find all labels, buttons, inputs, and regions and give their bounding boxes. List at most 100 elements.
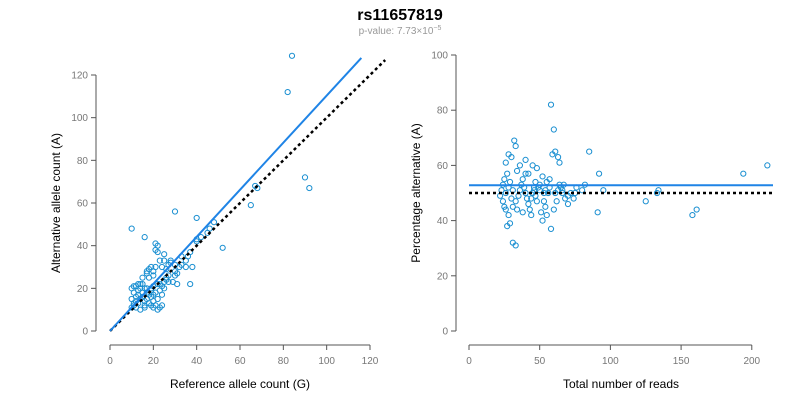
data-point: [508, 195, 515, 202]
data-point: [519, 209, 526, 216]
data-point: [526, 206, 533, 213]
data-point: [193, 214, 200, 222]
chart-title: rs11657819: [357, 7, 443, 24]
data-point: [553, 198, 560, 205]
data-point: [512, 198, 519, 205]
data-point: [182, 263, 189, 271]
y-tick-label: 40: [437, 216, 449, 227]
data-point: [502, 189, 509, 197]
p-value-label: p-value: 7.73×10−5: [359, 25, 442, 37]
x-tick-label: 100: [602, 356, 619, 367]
data-point: [547, 101, 555, 108]
data-point: [509, 203, 516, 210]
data-point: [595, 170, 603, 177]
y-tick-label: 80: [77, 156, 89, 167]
data-point: [523, 195, 531, 202]
data-point: [528, 211, 535, 219]
x-tick-label: 40: [191, 356, 203, 367]
data-point: [513, 167, 521, 175]
x-tick-label: 0: [466, 356, 472, 367]
x-tick-label: 200: [743, 356, 760, 367]
x-tick-label: 80: [278, 356, 290, 367]
data-point: [525, 170, 532, 177]
y-tick-label: 60: [77, 199, 89, 210]
data-point: [502, 159, 509, 166]
data-point: [139, 274, 146, 281]
data-point: [254, 184, 261, 192]
data-point: [519, 176, 526, 183]
x-tick-label: 20: [148, 356, 160, 367]
data-point: [530, 187, 538, 194]
data-point: [501, 176, 508, 183]
data-point: [693, 206, 700, 213]
x-tick-label: 60: [234, 356, 246, 367]
data-point: [513, 206, 521, 213]
data-point: [154, 248, 161, 256]
data-point: [546, 176, 553, 183]
data-point: [542, 187, 549, 194]
data-point: [158, 291, 166, 298]
data-point: [306, 184, 313, 192]
y-tick-label: 0: [82, 327, 88, 338]
y-tick-label: 40: [77, 241, 89, 252]
data-point: [206, 225, 213, 232]
y-tick-label: 20: [437, 271, 449, 282]
y-axis-label: Percentage alternative (A): [409, 123, 423, 262]
x-axis-label: Total number of reads: [563, 377, 679, 391]
data-point: [150, 291, 157, 298]
data-point: [132, 283, 140, 290]
data-point: [167, 257, 174, 264]
data-point: [556, 159, 563, 166]
data-point: [564, 200, 572, 208]
data-point: [552, 189, 559, 197]
scatter-panel-percentage: 0 20 40 60 80 100 0 50 100 150 200 Total number of …: [409, 51, 773, 391]
data-point: [554, 154, 562, 161]
data-point: [141, 304, 148, 311]
data-point: [504, 170, 511, 177]
data-point: [161, 257, 168, 264]
data-point: [189, 263, 196, 271]
data-point: [128, 225, 135, 232]
data-point: [522, 156, 529, 163]
y-tick-label: 80: [437, 106, 449, 117]
data-point: [301, 174, 309, 181]
data-point: [182, 257, 189, 264]
data-point: [516, 162, 524, 169]
reference-line: [109, 59, 387, 332]
y-tick-label: 120: [71, 71, 88, 82]
data-point: [512, 242, 519, 249]
data-point: [533, 165, 540, 172]
data-point: [154, 242, 161, 249]
data-point: [689, 211, 696, 219]
y-tick-label: 100: [431, 51, 448, 62]
data-point: [525, 200, 532, 208]
y-tick-label: 100: [71, 113, 88, 124]
data-point: [152, 263, 159, 271]
data-point: [539, 173, 546, 180]
data-point: [740, 170, 747, 177]
data-point: [528, 195, 535, 202]
data-point: [538, 209, 545, 216]
y-tick-label: 20: [77, 284, 89, 295]
data-point: [187, 280, 194, 288]
data-point: [642, 198, 649, 205]
p-value-exponent: −5: [433, 25, 441, 32]
x-axis-label: Reference allele count (G): [170, 377, 310, 391]
data-point: [506, 178, 514, 186]
y-tick-label: 60: [437, 161, 449, 172]
data-point: [288, 52, 296, 59]
data-point: [512, 142, 519, 150]
y-axis-label: Alternative allele count (A): [49, 133, 63, 273]
data-point: [141, 234, 148, 241]
data-point: [539, 217, 546, 224]
data-point: [508, 154, 515, 161]
data-point: [219, 244, 226, 251]
x-tick-label: 150: [673, 356, 690, 367]
data-point: [169, 278, 176, 286]
data-point: [586, 148, 593, 155]
data-point: [533, 198, 540, 205]
data-point: [511, 137, 518, 144]
data-point: [247, 202, 254, 209]
data-point: [579, 187, 586, 194]
data-point: [506, 220, 514, 227]
